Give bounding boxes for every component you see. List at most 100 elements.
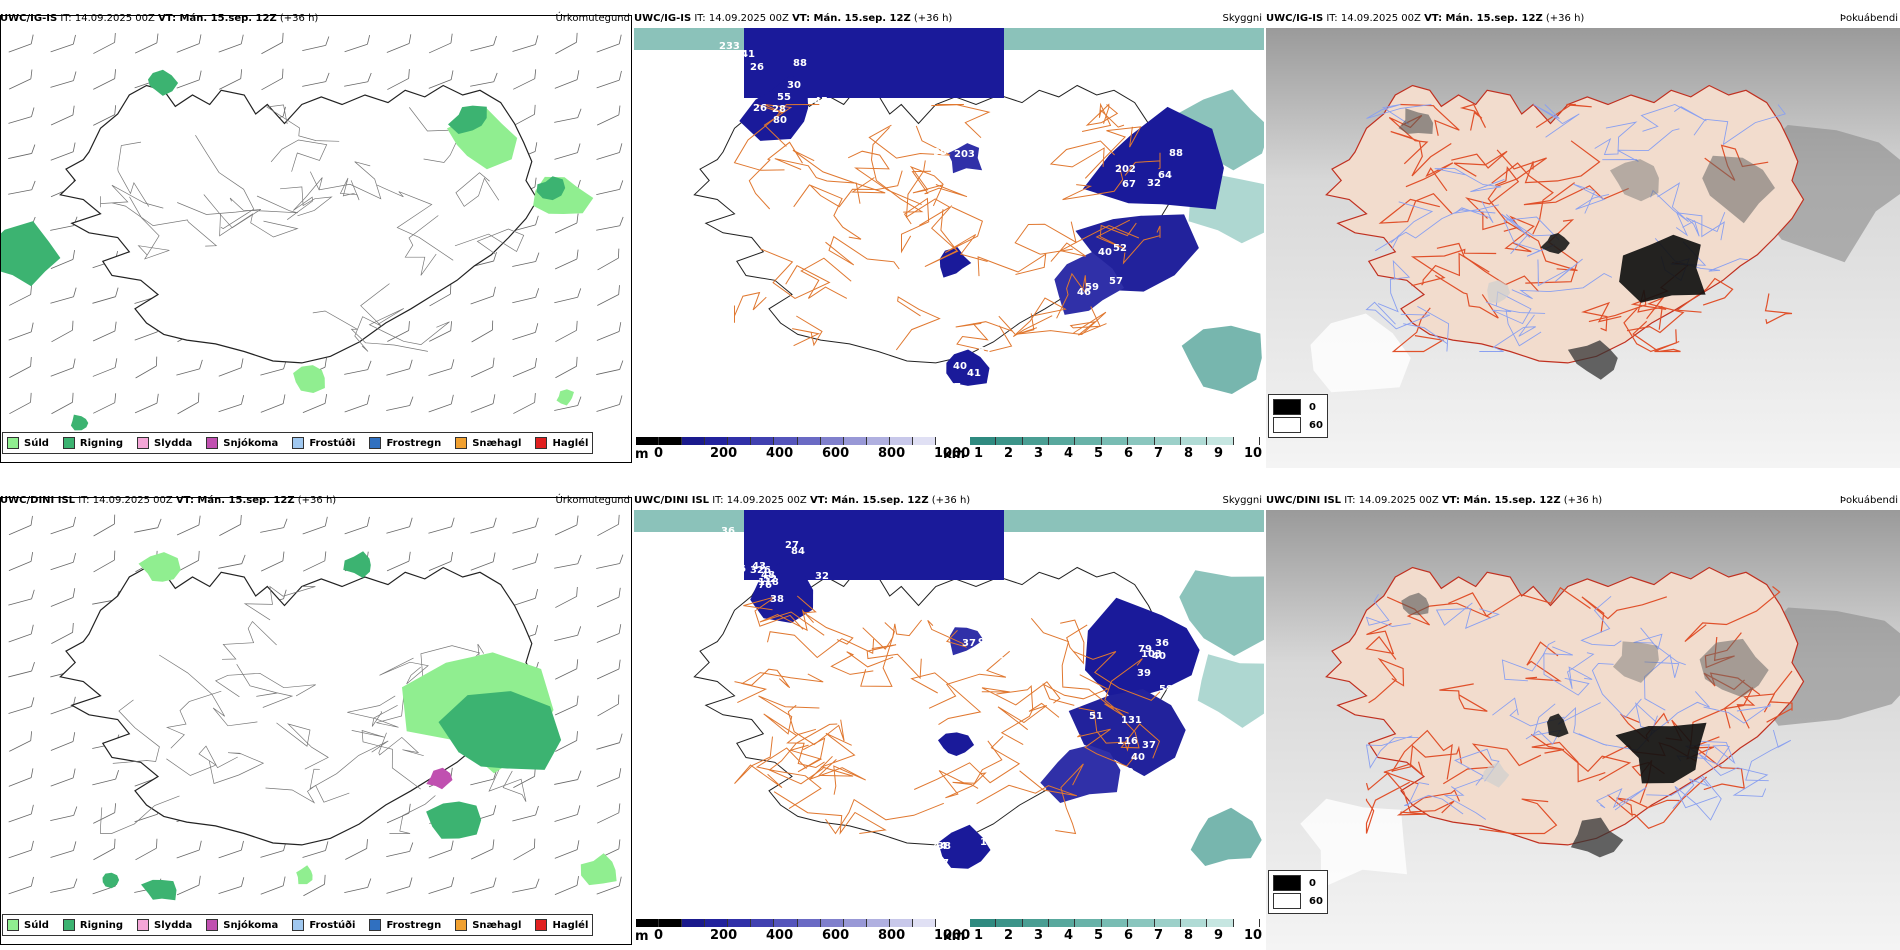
panel-header: UWC/IG-IS IT: 14.09.2025 00Z VT: Mán. 15… — [634, 10, 1264, 28]
low-visibility-area — [739, 74, 809, 141]
road-line — [860, 622, 895, 687]
road-line — [1595, 787, 1647, 811]
road-line — [1591, 662, 1642, 718]
vis-panel: UWC/IG-IS IT: 14.09.2025 00Z VT: Mán. 15… — [634, 10, 1264, 468]
visibility-value: 37 — [1142, 740, 1156, 751]
wind-barb — [554, 875, 579, 896]
road-line — [1623, 307, 1678, 353]
colorbar-tick: 10 — [1244, 446, 1263, 461]
rain-area — [426, 801, 482, 839]
wind-barb — [470, 72, 498, 87]
colorbar-tick: 8 — [1184, 446, 1194, 461]
road-line — [112, 699, 160, 764]
road-line — [734, 291, 767, 323]
road-line — [1365, 301, 1431, 330]
road-line — [1365, 781, 1410, 834]
init-time-label: IT: — [1344, 495, 1356, 506]
road-line — [792, 149, 886, 194]
wind-barb — [218, 395, 245, 413]
road-line — [825, 798, 944, 835]
wind-barb — [218, 358, 244, 377]
panel-title: Þokuábendi — [1839, 13, 1898, 24]
wind-barb — [8, 144, 36, 159]
valid-time: VT: Mán. 15.sep. 12Z — [792, 13, 911, 24]
wind-barb — [596, 768, 622, 787]
wind-barb — [50, 732, 76, 751]
legend-item: Slydda — [137, 919, 192, 931]
wind-barb — [50, 142, 76, 161]
road-line — [1434, 168, 1505, 193]
road-line — [733, 104, 820, 171]
road-line — [862, 619, 922, 650]
legend-label: Snæhagl — [472, 919, 522, 931]
road-line — [312, 310, 428, 352]
dense-fog-area — [1615, 722, 1707, 784]
colorbar-ticks: 1 2 3 4 5 6 7 8 9 10 — [944, 445, 1263, 461]
wind-barb — [596, 34, 622, 53]
wind-barb — [344, 394, 370, 413]
visibility-value: 48 — [761, 570, 775, 581]
wind-barb — [512, 588, 539, 607]
wind-barb — [596, 70, 622, 89]
wind-barb — [93, 393, 117, 414]
low-visibility-area — [939, 247, 972, 278]
visibility-value: 80 — [773, 115, 787, 126]
colorbar-swatch — [774, 437, 798, 445]
colorbar-ticks: 0 200 400 600 800 1000 — [636, 445, 970, 461]
rain-area — [438, 691, 562, 770]
wind-barb — [345, 839, 368, 860]
visibility-value: 40 — [1131, 752, 1145, 763]
legend-item: Súld — [7, 437, 49, 449]
visibility-value: 40 — [953, 361, 967, 372]
wind-barb — [386, 877, 413, 894]
fog-legend-row: 60 — [1273, 416, 1323, 434]
road-line — [927, 619, 968, 648]
wind-barb — [50, 552, 76, 571]
road-line — [952, 740, 1003, 789]
colorbar-swatch — [1049, 437, 1076, 445]
wind-barb — [596, 554, 624, 569]
visibility-value: 32 — [815, 571, 829, 582]
wind-barb — [597, 514, 620, 537]
fog-legend-row: 60 — [1273, 892, 1323, 910]
road-line — [759, 248, 831, 299]
sea-fog — [1181, 325, 1262, 394]
road-line — [270, 139, 328, 172]
legend-label: Snjókoma — [223, 437, 279, 449]
wind-barb — [50, 249, 75, 270]
lead-time: (+36 h) — [279, 13, 319, 24]
dense-fog-area — [1619, 234, 1706, 303]
rain-area — [0, 221, 61, 287]
road-line — [1439, 683, 1488, 712]
visibility-value: 39 — [1137, 668, 1151, 679]
colorbar-swatch — [1154, 437, 1181, 445]
colorbar-tick: 7 — [1154, 446, 1164, 461]
wind-barb — [303, 874, 326, 897]
visibility-value: 67 — [1122, 179, 1136, 190]
wind-barb — [50, 841, 77, 858]
wind-barb — [597, 694, 620, 717]
legend-label: Rigning — [79, 919, 124, 931]
road-line — [236, 664, 294, 708]
visibility-km-colorbar: km 1 2 3 4 5 6 7 8 9 10 — [943, 437, 1263, 467]
road-line — [404, 215, 439, 276]
colorbar-swatch — [866, 919, 890, 927]
wind-barb — [176, 70, 202, 89]
colorbar-tick: 800 — [878, 928, 906, 943]
fog-panel: UWC/IG-IS IT: 14.09.2025 00Z VT: Mán. 15… — [1266, 10, 1900, 468]
visibility-map: 8885884041452332032025967554195325257282… — [634, 28, 1264, 394]
wind-barb — [176, 359, 203, 376]
colorbar-tick: 400 — [766, 928, 794, 943]
colorbar-swatch — [889, 919, 913, 927]
wind-barb — [554, 515, 579, 536]
road-line — [1581, 301, 1622, 332]
colorbar-swatches — [970, 919, 1260, 927]
road-line — [768, 723, 838, 785]
panel-title: Úrkomutegund — [555, 495, 630, 506]
snow-area — [426, 767, 453, 790]
wind-barb — [303, 551, 327, 572]
road-line — [825, 235, 900, 270]
colorbar-swatch — [682, 919, 706, 927]
road-line — [1436, 242, 1540, 292]
road-line — [931, 103, 991, 139]
